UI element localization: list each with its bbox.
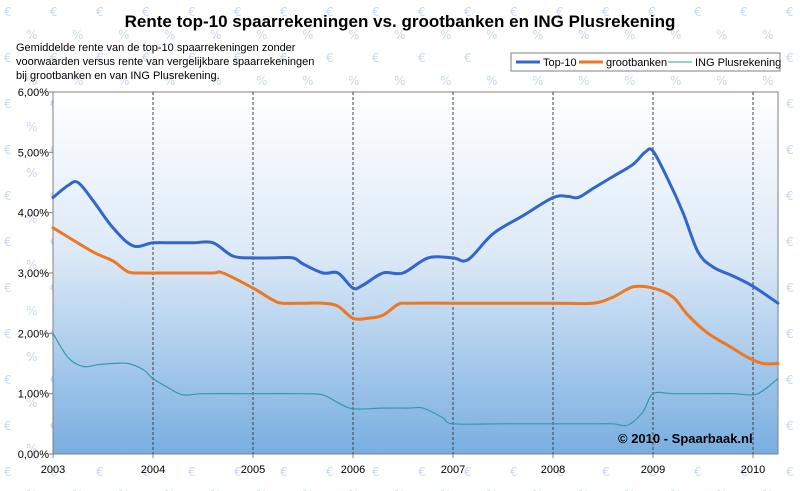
- chart-subtitle-line-2: voorwaarden versus rente van vergelijkba…: [16, 56, 314, 68]
- legend-box: [510, 52, 781, 72]
- legend-label-top10: Top-10: [543, 57, 577, 69]
- legend-label-grootbanken: grootbanken: [606, 57, 667, 69]
- series-line-top10: [51, 147, 780, 305]
- y-tick-label-5: 5,00%: [18, 147, 49, 159]
- x-tick-label-2006: 2006: [341, 464, 365, 476]
- chart-title: Rente top-10 spaarrekeningen vs. grootba…: [125, 12, 676, 31]
- y-tick-label-0: 0,00%: [18, 449, 49, 461]
- legend: Top-10 grootbanken ING Plusrekening: [510, 52, 781, 72]
- series-line-grootbanken: [51, 226, 780, 366]
- x-tick-label-2007: 2007: [441, 464, 465, 476]
- axis-ticks: 2003 2004 2005 2006 2007 2008 2009 2010 0,00% 1,0…: [18, 87, 765, 476]
- credit-text: © 2010 - Spaarbaak.nl: [618, 431, 753, 446]
- x-tick-label-2008: 2008: [541, 464, 565, 476]
- y-tick-label-1: 1,00%: [18, 389, 49, 401]
- series-line-ing-plusrekening: [52, 332, 779, 427]
- x-tick-label-2004: 2004: [141, 464, 165, 476]
- legend-label-ing: ING Plusrekening: [695, 57, 781, 69]
- y-tick-label-4: 4,00%: [18, 208, 49, 220]
- y-tick-label-6: 6,00%: [18, 87, 49, 99]
- x-tick-label-2009: 2009: [641, 464, 665, 476]
- x-tick-label-2005: 2005: [241, 464, 265, 476]
- chart-subtitle-line-1: Gemiddelde rente van de top-10 spaarreke…: [16, 42, 296, 54]
- x-tick-label-2010: 2010: [741, 464, 765, 476]
- series-lines: [51, 147, 780, 427]
- y-tick-label-3: 3,00%: [18, 268, 49, 280]
- y-tick-label-2: 2,00%: [18, 328, 49, 340]
- x-tick-label-2003: 2003: [41, 464, 65, 476]
- chart-subtitle-line-3: bij grootbanken en van ING Plusrekening.: [16, 70, 220, 82]
